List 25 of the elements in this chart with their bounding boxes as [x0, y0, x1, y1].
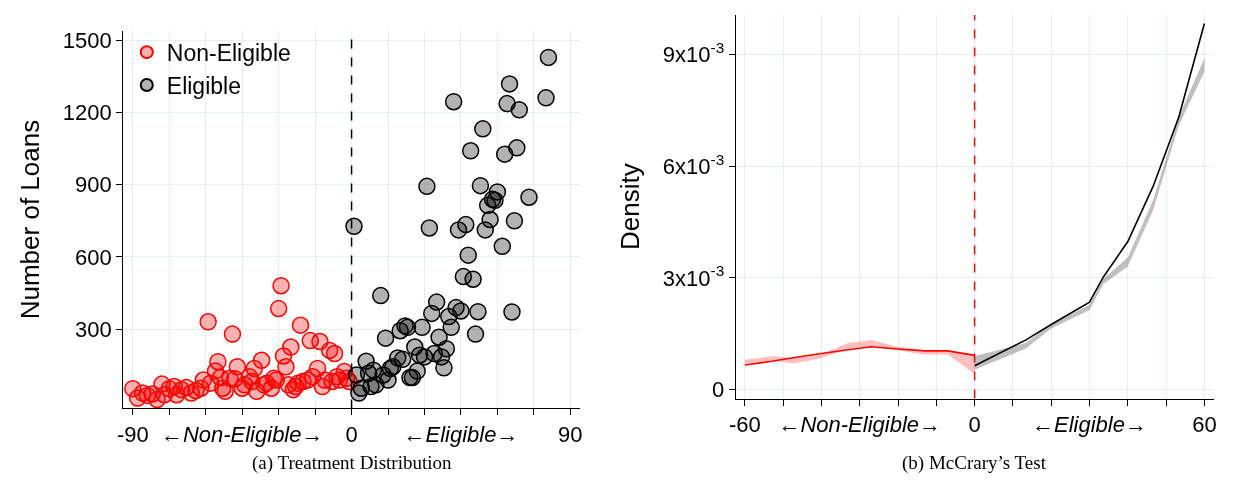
legend-label: Eligible — [166, 73, 241, 100]
x-tick-label: 60 — [1192, 411, 1217, 437]
x-tick-label: 0 — [968, 411, 981, 437]
x-tick-label: 90 — [558, 421, 583, 447]
y-tick-label: 900 — [74, 172, 112, 198]
y-tick-label: 3x10$^{-3}$ — [662, 262, 725, 291]
x-tick-label: ←Eligible→ — [403, 421, 519, 447]
x-tick-label: ←Eligible→ — [1032, 411, 1147, 437]
x-tick-label: -90 — [116, 421, 149, 447]
x-tick-label: ←Non-Eligible→ — [160, 421, 324, 447]
legend-label: Non-Eligible — [166, 40, 291, 67]
x-tick-label: 0 — [345, 421, 358, 447]
y-axis-title: Density — [615, 163, 646, 251]
text: (b) McCrary’s Test — [902, 452, 1047, 474]
y-tick-label: 300 — [74, 316, 112, 342]
y-tick-label: 9x10$^{-3}$ — [662, 39, 725, 68]
y-axis-title: Number of Loans — [15, 119, 46, 320]
y-tick-label: 1200 — [62, 100, 112, 126]
x-tick-label: -60 — [728, 411, 761, 437]
x-tick-label: ←Non-Eligible→ — [778, 411, 942, 437]
text: (a) Treatment Distribution — [252, 452, 452, 474]
y-tick-label: 6x10$^{-3}$ — [662, 150, 725, 180]
y-tick-label: 0 — [712, 377, 725, 403]
y-tick-label: 600 — [74, 244, 112, 270]
y-tick-label: 1500 — [62, 28, 112, 54]
